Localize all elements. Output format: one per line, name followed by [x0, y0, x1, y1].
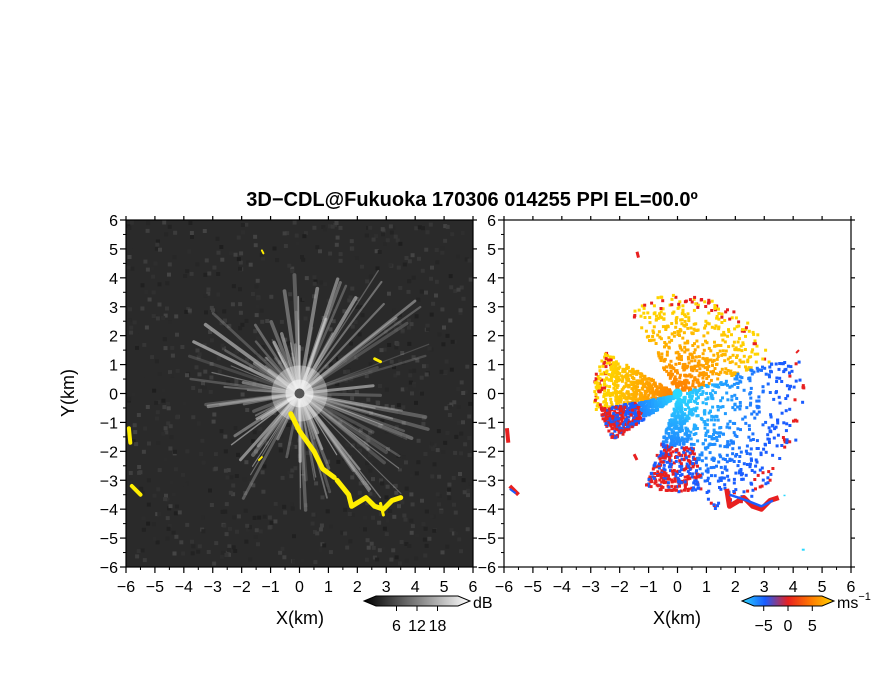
x-tick-label: 1 [324, 579, 333, 596]
y-tick-label: 2 [109, 329, 118, 346]
velocity-echo [504, 251, 806, 551]
colorbar-unit: dB [473, 595, 493, 612]
y-tick-label: 0 [109, 387, 118, 404]
y-tick-label: 4 [487, 271, 496, 288]
reflectivity-colorbar: dB 6 12 18 [362, 595, 493, 635]
colorbar-tick-label: 18 [429, 618, 447, 635]
x-tick-label: 5 [818, 579, 827, 596]
x-tick-label: −1 [639, 579, 657, 596]
y-tick-label: 5 [109, 242, 118, 259]
x-tick-label: 6 [847, 579, 856, 596]
x-tick-label: −6 [117, 579, 135, 596]
x-tick-label: −5 [524, 579, 542, 596]
reflectivity-x-axis-label: X(km) [276, 608, 324, 628]
x-tick-label: 4 [789, 579, 798, 596]
x-tick-label: 2 [731, 579, 740, 596]
chart-title: 3D−CDL@Fukuoka 170306 014255 PPI EL=00.0… [246, 189, 698, 211]
x-tick-label: 4 [411, 579, 420, 596]
y-tick-label: −2 [100, 444, 118, 461]
y-tick-label: −5 [478, 531, 496, 548]
velocity-panel: −6 −5 −4 −3 −2 −1 0 1 2 3 4 5 6 6 5 4 3 2 1 0 −1 −2 −3 −4 −5 −6 X… [478, 213, 871, 635]
velocity-ticks: −6 −5 −4 −3 −2 −1 0 1 2 3 4 5 6 6 5 4 3 2 1 0 −1 −2 −3 −4 −5 −6 [478, 213, 856, 596]
y-tick-label: −1 [100, 415, 118, 432]
x-tick-label: 0 [673, 579, 682, 596]
colorbar-bar [740, 595, 836, 607]
velocity-colorbar: ms−1 −5 0 5 [740, 591, 871, 635]
y-tick-label: −1 [478, 415, 496, 432]
y-tick-label: −2 [478, 444, 496, 461]
x-tick-label: 1 [702, 579, 711, 596]
y-tick-label: 2 [487, 329, 496, 346]
colorbar-tick-label: 0 [784, 618, 793, 635]
y-tick-label: −6 [478, 560, 496, 577]
colorbar-tick-label: 5 [808, 618, 817, 635]
reflectivity-ticks: −6 −5 −4 −3 −2 −1 0 1 2 3 4 5 6 6 5 4 3 2 1 0 −1 −2 −3 −4 −5 −6 [100, 213, 478, 596]
y-tick-label: 3 [487, 300, 496, 317]
y-tick-label: 1 [487, 358, 496, 375]
x-tick-label: 2 [353, 579, 362, 596]
x-tick-label: −3 [582, 579, 600, 596]
x-tick-label: −5 [146, 579, 164, 596]
x-tick-label: −6 [495, 579, 513, 596]
y-tick-label: 0 [487, 387, 496, 404]
x-tick-label: 0 [295, 579, 304, 596]
x-tick-label: 5 [440, 579, 449, 596]
y-tick-label: −6 [100, 560, 118, 577]
colorbar-bar [362, 595, 472, 607]
colorbar-tick-label: 12 [408, 618, 426, 635]
y-tick-label: −4 [100, 502, 118, 519]
x-tick-label: −4 [553, 579, 571, 596]
colorbar-tick-label: −5 [755, 618, 773, 635]
velocity-x-axis-label: X(km) [653, 608, 701, 628]
y-tick-label: 6 [487, 213, 496, 230]
y-tick-label: 6 [109, 213, 118, 230]
y-tick-label: 3 [109, 300, 118, 317]
colorbar-tick-label: 6 [392, 618, 401, 635]
x-tick-label: −3 [204, 579, 222, 596]
y-tick-label: 1 [109, 358, 118, 375]
x-tick-label: 3 [382, 579, 391, 596]
reflectivity-strong-echo [126, 249, 404, 517]
reflectivity-noise-texture [126, 220, 473, 566]
y-tick-label: −5 [100, 531, 118, 548]
reflectivity-radial-echo [188, 269, 430, 512]
x-tick-label: 6 [469, 579, 478, 596]
y-tick-label: −4 [478, 502, 496, 519]
x-tick-label: 3 [760, 579, 769, 596]
x-tick-label: −1 [261, 579, 279, 596]
colorbar-unit: ms−1 [837, 591, 871, 612]
y-tick-label: −3 [478, 473, 496, 490]
y-tick-label: 4 [109, 271, 118, 288]
x-tick-label: −4 [175, 579, 193, 596]
y-tick-label: −3 [100, 473, 118, 490]
reflectivity-y-axis-label: Y(km) [58, 369, 78, 417]
x-tick-label: −2 [611, 579, 629, 596]
y-tick-label: 5 [487, 242, 496, 259]
x-tick-label: −2 [233, 579, 251, 596]
